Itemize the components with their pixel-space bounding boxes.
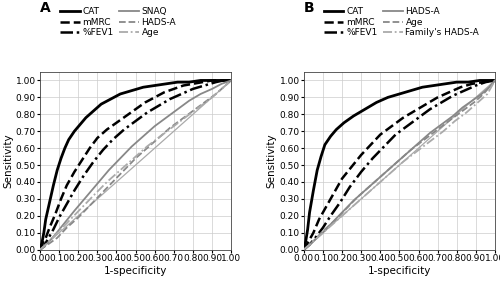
- Legend: CAT, mMRC, %FEV1, SNAQ, HADS-A, Age: CAT, mMRC, %FEV1, SNAQ, HADS-A, Age: [60, 7, 176, 37]
- Y-axis label: Sensitivity: Sensitivity: [267, 133, 277, 188]
- X-axis label: 1-specificity: 1-specificity: [104, 266, 168, 276]
- Legend: CAT, mMRC, %FEV1, HADS-A, Age, Family's HADS-A: CAT, mMRC, %FEV1, HADS-A, Age, Family's …: [324, 7, 479, 37]
- Y-axis label: Sensitivity: Sensitivity: [3, 133, 13, 188]
- Text: B: B: [304, 1, 314, 15]
- Text: A: A: [40, 1, 51, 15]
- X-axis label: 1-specificity: 1-specificity: [368, 266, 431, 276]
